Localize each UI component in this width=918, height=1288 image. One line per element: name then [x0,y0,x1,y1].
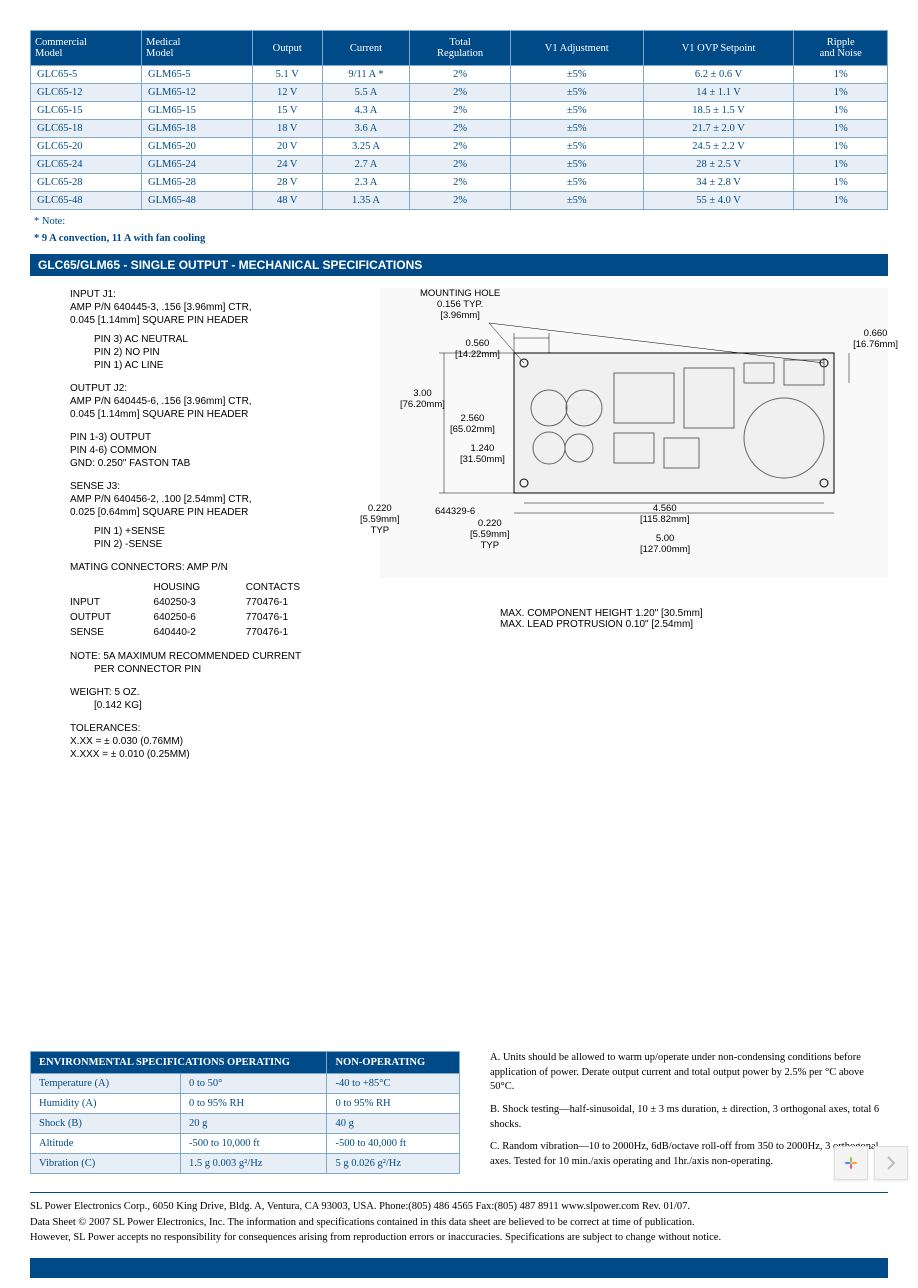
table-row: GLC65-5GLM65-55.1 V9/11 A *2%±5%6.2 ± 0.… [31,66,888,84]
flower-icon [841,1153,861,1173]
specifications-table: Commercial Model Medical Model Output Cu… [30,30,888,210]
table-row: GLC65-20GLM65-2020 V3.25 A2%±5%24.5 ± 2.… [31,138,888,156]
chevron-right-icon [886,1156,896,1170]
table-row: GLC65-12GLM65-1212 V5.5 A2%±5%14 ± 1.1 V… [31,84,888,102]
footer: SL Power Electronics Corp., 6050 King Dr… [30,1199,888,1246]
table-row: GLC65-18GLM65-1818 V3.6 A2%±5%21.7 ± 2.0… [31,120,888,138]
col-adjustment: V1 Adjustment [510,31,643,66]
footer-bar [30,1258,888,1278]
col-commercial: Commercial Model [31,31,142,66]
col-output: Output [252,31,322,66]
table-row: GLC65-48GLM65-4848 V1.35 A2%±5%55 ± 4.0 … [31,192,888,210]
table-row: GLC65-24GLM65-2424 V2.7 A2%±5%28 ± 2.5 V… [31,156,888,174]
table-row: Vibration (C)1.5 g 0.003 g²/Hz5 g 0.026 … [31,1154,460,1174]
output-j2-title: OUTPUT J2: [70,382,350,395]
next-button[interactable] [874,1146,908,1180]
col-ovp: V1 OVP Setpoint [643,31,794,66]
note-text: * 9 A convection, 11 A with fan cooling [34,233,888,244]
section-title: GLC65/GLM65 - SINGLE OUTPUT - MECHANICAL… [30,254,888,276]
max-lead-protrusion: MAX. LEAD PROTRUSION 0.10" [2.54mm] [500,619,888,630]
sense-j3-title: SENSE J3: [70,480,350,493]
note-label: * Note: [34,216,888,227]
environmental-table: ENVIRONMENTAL SPECIFICATIONS OPERATING N… [30,1051,460,1174]
col-current: Current [322,31,410,66]
col-medical: Medical Model [142,31,253,66]
table-row: Shock (B)20 g40 g [31,1114,460,1134]
table-row: GLC65-28GLM65-2828 V2.3 A2%±5%34 ± 2.8 V… [31,174,888,192]
mating-title: MATING CONNECTORS: AMP P/N [70,561,350,574]
mechanical-diagram: MOUNTING HOLE 0.156 TYP. [3.96mm] 0.560[… [380,288,888,771]
input-j1-title: INPUT J1: [70,288,350,301]
table-row: Temperature (A)0 to 50°-40 to +85°C [31,1074,460,1094]
table-row: Altitude-500 to 10,000 ft-500 to 40,000 … [31,1134,460,1154]
col-ripple: Ripple and Noise [794,31,888,66]
environmental-notes: A. Units should be allowed to warm up/op… [490,1051,888,1178]
mechanical-text: INPUT J1: AMP P/N 640445-3, .156 [3.96mm… [70,288,350,771]
logo-button[interactable] [834,1146,868,1180]
col-regulation: Total Regulation [410,31,510,66]
table-row: GLC65-15GLM65-1515 V4.3 A2%±5%18.5 ± 1.5… [31,102,888,120]
table-row: Humidity (A)0 to 95% RH0 to 95% RH [31,1094,460,1114]
max-component-height: MAX. COMPONENT HEIGHT 1.20" [30.5mm] [500,608,888,619]
